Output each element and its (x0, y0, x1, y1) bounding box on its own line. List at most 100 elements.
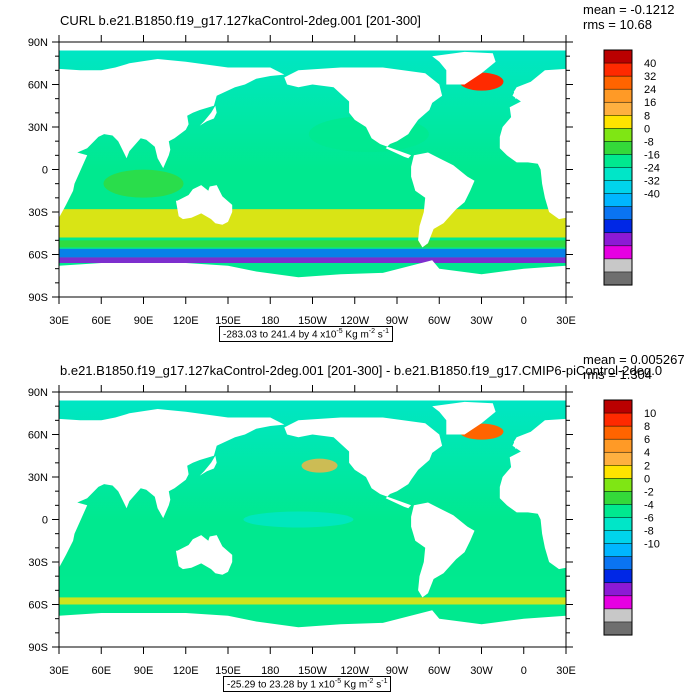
lat-label: 90S (28, 642, 48, 654)
stats-block: mean = 0.005267 rms = 1.304 (583, 352, 685, 382)
colorbar-swatch (603, 399, 633, 414)
lon-label: 90W (386, 665, 409, 677)
range-text: -283.03 to 241.4 by 4 x10 (223, 329, 337, 341)
colorbar-frame (603, 49, 633, 286)
range-units: Kg m (341, 679, 368, 691)
colorbar-label: 24 (644, 84, 656, 96)
lon-label: 30E (49, 315, 69, 327)
colorbar-label: -2 (644, 486, 654, 498)
colorbar-label: 2 (644, 460, 650, 472)
colorbar-swatch (603, 530, 633, 545)
range-units: Kg m (342, 329, 369, 341)
colorbar-swatch (603, 465, 633, 479)
colorbar-label: -8 (644, 136, 654, 148)
lon-label: 90E (134, 315, 154, 327)
colorbar-swatch (603, 232, 633, 247)
colorbar-swatch (603, 543, 633, 558)
colorbar-swatch (603, 621, 633, 636)
mean-value: mean = 0.005267 (583, 352, 685, 367)
range-units-exp: -2 (367, 678, 374, 685)
contour-range-label: -25.29 to 23.28 by 1 x10-5 Kg m-2 s-1 (223, 676, 392, 693)
colorbar-label: 8 (644, 110, 650, 122)
colorbar-swatch (603, 180, 633, 195)
lat-label: 30N (28, 472, 48, 484)
lon-label: 60E (91, 665, 111, 677)
lon-label: 120E (173, 315, 199, 327)
southern-anomaly-positive (59, 597, 566, 605)
landmass-antarctica (59, 260, 566, 297)
lon-label: 120W (340, 315, 369, 327)
lon-label: 60W (428, 665, 451, 677)
curl-panel-bottom: b.e21.B1850.f19_g17.127kaControl-2deg.00… (0, 350, 700, 700)
colorbar-swatch (603, 504, 633, 519)
colorbar-swatch (603, 245, 633, 260)
lat-label: 90S (28, 292, 48, 304)
landmass-greenland (432, 51, 496, 85)
range-unit-s-exp: -1 (382, 328, 390, 335)
colorbar-label: -16 (644, 149, 660, 161)
lat-label: 30N (28, 122, 48, 134)
southern-ocean-low-band (59, 248, 566, 258)
lon-label: 30E (49, 665, 69, 677)
subtropical-high-band (59, 209, 566, 238)
colorbar-swatch (603, 258, 633, 273)
lon-label: 180 (261, 665, 279, 677)
lon-label: 30E (556, 665, 576, 677)
lon-label: 150E (215, 315, 241, 327)
lon-label: 60E (91, 315, 111, 327)
colorbar-label: 6 (644, 434, 650, 446)
colorbar-swatch (603, 62, 633, 77)
colorbar-swatch (603, 75, 633, 90)
colorbar-swatch (603, 595, 633, 610)
colorbar-swatch (603, 206, 633, 221)
contour-range-label: -283.03 to 241.4 by 4 x10-5 Kg m-2 s-1 (219, 326, 394, 343)
colorbar-label: 16 (644, 97, 656, 109)
landmass-africa-eurasia (59, 409, 285, 568)
lon-label: 30W (470, 665, 493, 677)
colorbar-label: 10 (644, 408, 656, 420)
colorbar-label: -32 (644, 176, 660, 188)
range-text: -25.29 to 23.28 by 1 x10 (227, 679, 335, 691)
colorbar-swatch (603, 193, 633, 208)
range-unit-s: s (373, 679, 382, 691)
colorbar-swatch (603, 412, 633, 427)
colorbar-swatch (603, 141, 633, 155)
range-unit-s-exp: -1 (381, 678, 388, 685)
southern-band (59, 240, 566, 248)
lat-label: 60N (28, 80, 48, 92)
lat-label: 60N (28, 430, 48, 442)
landmass-south-america (411, 152, 475, 248)
range-unit-s: s (375, 329, 383, 341)
landmass-europe-africa-west (499, 418, 566, 570)
southern-ocean-strong-band (59, 257, 566, 263)
colorbar-swatch (603, 517, 633, 532)
equatorial-patch (243, 511, 354, 528)
colorbar-swatch (603, 491, 633, 505)
indian-ocean-patch (103, 169, 184, 198)
lon-label: 150E (215, 665, 241, 677)
colorbar-swatch (603, 556, 633, 571)
landmass-north-america (284, 417, 443, 509)
rms-value: rms = 1.304 (583, 367, 653, 382)
stats-block: mean = -0.1212 rms = 10.68 (583, 2, 674, 32)
lat-label: 30S (28, 207, 48, 219)
colorbar-label: -24 (644, 163, 660, 175)
colorbar-swatch (603, 608, 633, 623)
colorbar-swatch (603, 425, 633, 440)
colorbar-swatch (603, 88, 633, 103)
lat-label: 0 (42, 165, 48, 177)
colorbar-swatch (603, 569, 633, 584)
southern-anomaly-band (59, 576, 566, 598)
lon-label: 0 (521, 665, 527, 677)
map-field (59, 42, 566, 297)
landmass-australia (175, 535, 233, 575)
colorbar-label: 32 (644, 71, 656, 83)
rms-value: rms = 10.68 (583, 17, 653, 32)
landmass-britain (513, 87, 521, 99)
lon-label: 0 (521, 315, 527, 327)
colorbar-label: 40 (644, 58, 656, 70)
arctic-edge (59, 392, 566, 401)
range-exp: -5 (336, 328, 343, 335)
